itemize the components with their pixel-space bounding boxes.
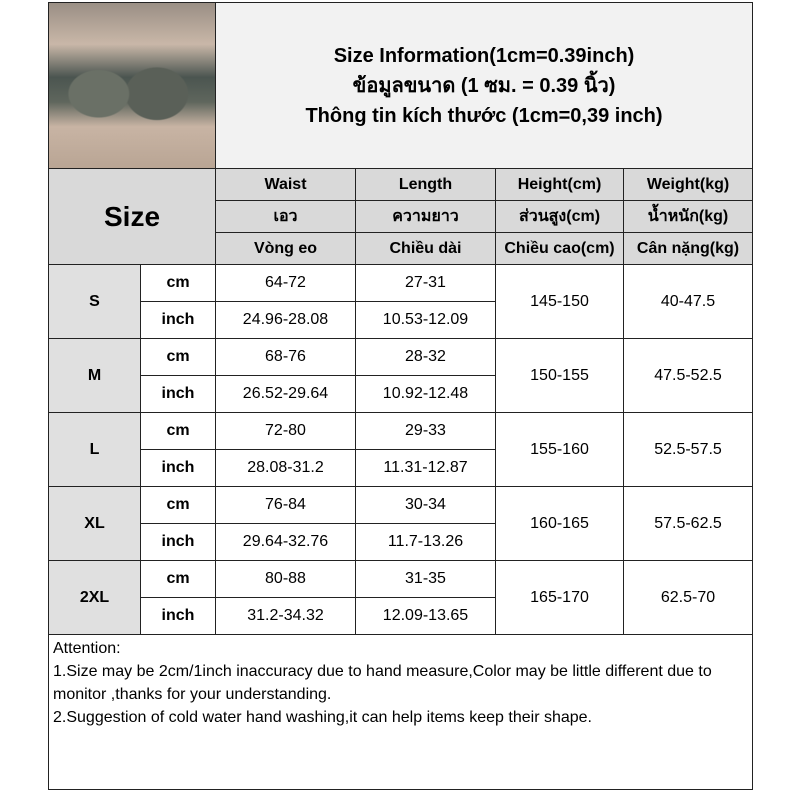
height-cell: 160-165	[495, 486, 624, 561]
product-photo	[48, 2, 216, 169]
length-cell: 10.53-12.09	[355, 301, 496, 339]
waist-cell: 29.64-32.76	[215, 523, 356, 561]
size-chart: Size Information(1cm=0.39inch) ข้อมูลขนา…	[47, 2, 754, 790]
table-row: inch 31.2-34.32 12.09-13.65	[49, 597, 753, 635]
length-cell: 27-31	[355, 264, 496, 302]
unit-cell: cm	[140, 338, 216, 376]
length-cell: 11.7-13.26	[355, 523, 496, 561]
length-cell: 31-35	[355, 560, 496, 598]
height-cell: 155-160	[495, 412, 624, 487]
unit-cell: cm	[140, 412, 216, 450]
weight-cell: 52.5-57.5	[622, 412, 754, 487]
table-row: inch 29.64-32.76 11.7-13.26	[49, 523, 753, 561]
length-cell: 30-34	[355, 486, 496, 524]
length-cell: 12.09-13.65	[355, 597, 496, 635]
header-waist: Waist	[215, 168, 356, 201]
size-cell: 2XL	[48, 560, 141, 635]
table-row: inch 28.08-31.2 11.31-12.87	[49, 449, 753, 487]
unit-cell: inch	[140, 301, 216, 339]
product-image	[49, 3, 215, 168]
header-height: Height(cm)	[495, 168, 624, 201]
header-length: Length	[355, 168, 496, 201]
attention-heading: Attention:	[53, 640, 121, 657]
header-waist: Vòng eo	[215, 232, 356, 265]
header-waist: เอว	[215, 200, 356, 233]
waist-cell: 76-84	[215, 486, 356, 524]
header-length: ความยาว	[355, 200, 496, 233]
size-header: Size	[48, 168, 216, 265]
weight-cell: 40-47.5	[622, 264, 754, 339]
header-weight: Cân nặng(kg)	[622, 232, 754, 265]
waist-cell: 72-80	[215, 412, 356, 450]
table-row: XL cm 76-84 30-34 160-165 57.5-62.5	[48, 486, 754, 561]
unit-cell: cm	[140, 486, 216, 524]
waist-cell: 80-88	[215, 560, 356, 598]
weight-cell: 62.5-70	[622, 560, 754, 635]
waist-cell: 31.2-34.32	[215, 597, 356, 635]
length-cell: 29-33	[355, 412, 496, 450]
header-height: Chiều cao(cm)	[495, 232, 624, 265]
header-weight: Weight(kg)	[622, 168, 754, 201]
waist-cell: 68-76	[215, 338, 356, 376]
title-block: Size Information(1cm=0.39inch) ข้อมูลขนา…	[214, 2, 754, 169]
height-cell: 150-155	[495, 338, 624, 413]
attention-note2: 2.Suggestion of cold water hand washing,…	[53, 709, 592, 726]
height-cell: 165-170	[495, 560, 624, 635]
size-cell: XL	[48, 486, 141, 561]
size-cell: M	[48, 338, 141, 413]
waist-cell: 64-72	[215, 264, 356, 302]
title-vietnamese: Thông tin kích thước (1cm=0,39 inch)	[305, 104, 663, 127]
length-cell: 11.31-12.87	[355, 449, 496, 487]
header-height: ส่วนสูง(cm)	[495, 200, 624, 233]
title-english: Size Information(1cm=0.39inch)	[333, 44, 635, 67]
waist-cell: 28.08-31.2	[215, 449, 356, 487]
waist-cell: 24.96-28.08	[215, 301, 356, 339]
length-cell: 28-32	[355, 338, 496, 376]
header-weight: น้ำหนัก(kg)	[622, 200, 754, 233]
unit-cell: cm	[140, 560, 216, 598]
weight-cell: 47.5-52.5	[622, 338, 754, 413]
length-cell: 10.92-12.48	[355, 375, 496, 413]
unit-cell: cm	[140, 264, 216, 302]
header-length: Chiều dài	[355, 232, 496, 265]
unit-cell: inch	[140, 449, 216, 487]
size-table: Size Information(1cm=0.39inch) ข้อมูลขนา…	[47, 2, 754, 790]
title-thai: ข้อมูลขนาด (1 ซม. = 0.39 นิ้ว)	[352, 74, 616, 97]
table-row: inch 24.96-28.08 10.53-12.09	[49, 301, 753, 339]
table-row: inch 26.52-29.64 10.92-12.48	[49, 375, 753, 413]
unit-cell: inch	[140, 597, 216, 635]
waist-cell: 26.52-29.64	[215, 375, 356, 413]
attention-notes: Attention: 1.Size may be 2cm/1inch inaccu…	[47, 634, 754, 790]
size-cell: L	[48, 412, 141, 487]
unit-cell: inch	[140, 375, 216, 413]
weight-cell: 57.5-62.5	[622, 486, 754, 561]
height-cell: 145-150	[495, 264, 624, 339]
attention-note1: 1.Size may be 2cm/1inch inaccuracy due t…	[53, 663, 712, 703]
unit-cell: inch	[140, 523, 216, 561]
size-cell: S	[48, 264, 141, 339]
table-row: 2XL cm 80-88 31-35 165-170 62.5-70	[48, 560, 754, 635]
